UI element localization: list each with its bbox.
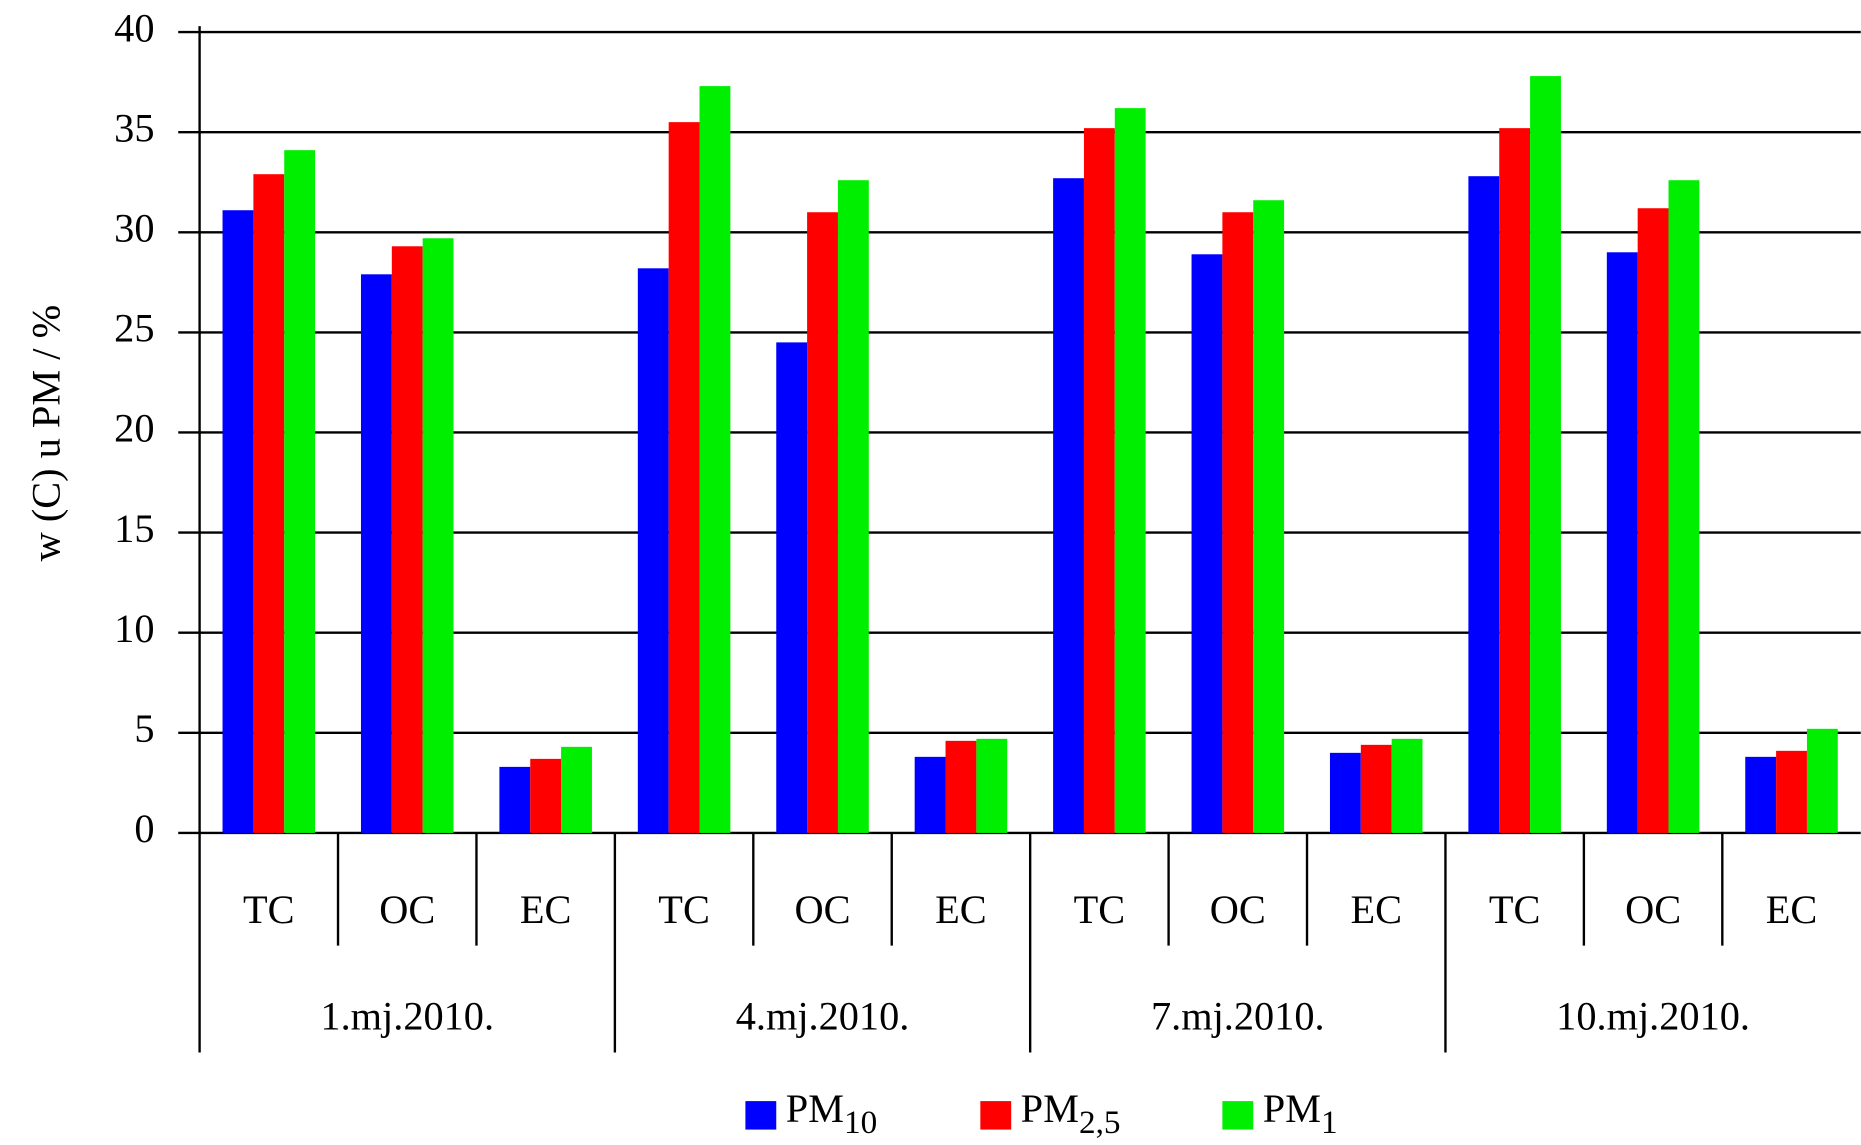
x-tick-label: EC: [520, 887, 572, 932]
y-tick-label: 20: [114, 406, 154, 451]
legend-label: PM2,5: [1021, 1086, 1121, 1140]
bar: [253, 174, 285, 833]
bar: [391, 246, 423, 833]
bar: [1329, 752, 1361, 833]
bar: [1530, 76, 1561, 833]
bar: [499, 766, 531, 833]
bar: [668, 122, 700, 833]
legend-swatch: [980, 1101, 1012, 1130]
bar: [637, 268, 669, 833]
x-tick-label: OC: [1625, 887, 1681, 932]
x-tick-label: TC: [1074, 887, 1126, 932]
bar: [945, 740, 977, 833]
group-label: 4.mj.2010.: [736, 994, 910, 1039]
legend-swatch: [1222, 1101, 1254, 1130]
bar: [976, 738, 1008, 833]
x-tick-label: OC: [1210, 887, 1266, 932]
bar: [807, 212, 838, 833]
y-tick-label: 5: [134, 706, 154, 751]
bar: [284, 150, 316, 833]
legend-label: PM1: [1263, 1086, 1338, 1140]
legend-label: PM10: [786, 1086, 878, 1140]
y-tick-label: 35: [114, 105, 154, 150]
x-tick-label: TC: [658, 887, 710, 932]
bar: [1360, 744, 1392, 833]
bar: [1222, 212, 1254, 833]
bar: [1499, 128, 1531, 833]
bar: [1083, 128, 1115, 833]
x-tick-label: TC: [1489, 887, 1541, 932]
bar: [699, 86, 731, 833]
group-label: 1.mj.2010.: [320, 994, 494, 1039]
y-tick-label: 15: [114, 506, 154, 551]
x-tick-label: EC: [935, 887, 987, 932]
y-tick-label: 10: [114, 606, 154, 651]
y-tick-label: 25: [114, 306, 154, 351]
bar: [561, 746, 592, 833]
bar: [222, 210, 254, 833]
y-tick-label: 0: [134, 806, 154, 851]
bar: [914, 756, 946, 833]
group-label: 10.mj.2010.: [1556, 994, 1750, 1039]
bar: [422, 238, 454, 833]
bar: [1606, 252, 1638, 833]
bar: [776, 342, 808, 833]
group-label: 7.mj.2010.: [1151, 994, 1325, 1039]
x-tick-label: EC: [1766, 887, 1818, 932]
bar: [1391, 738, 1423, 833]
legend-swatch: [745, 1101, 777, 1130]
bar: [1114, 108, 1146, 833]
bar: [1253, 200, 1285, 833]
x-tick-label: TC: [243, 887, 295, 932]
bar: [360, 274, 392, 833]
bar: [1668, 180, 1700, 833]
bar: [837, 180, 869, 833]
y-tick-label: 30: [114, 206, 154, 251]
x-tick-label: EC: [1350, 887, 1402, 932]
x-tick-label: OC: [379, 887, 435, 932]
bar: [1053, 178, 1084, 833]
bar: [1191, 254, 1223, 833]
bar: [1637, 208, 1669, 833]
x-tick-label: OC: [795, 887, 851, 932]
bar: [1468, 176, 1500, 833]
y-tick-label: 40: [114, 5, 154, 50]
bar: [530, 758, 562, 833]
bar: [1776, 750, 1807, 833]
y-axis-label: w (C) u PM / %: [23, 305, 68, 562]
bar: [1806, 728, 1838, 833]
bar: [1745, 756, 1777, 833]
